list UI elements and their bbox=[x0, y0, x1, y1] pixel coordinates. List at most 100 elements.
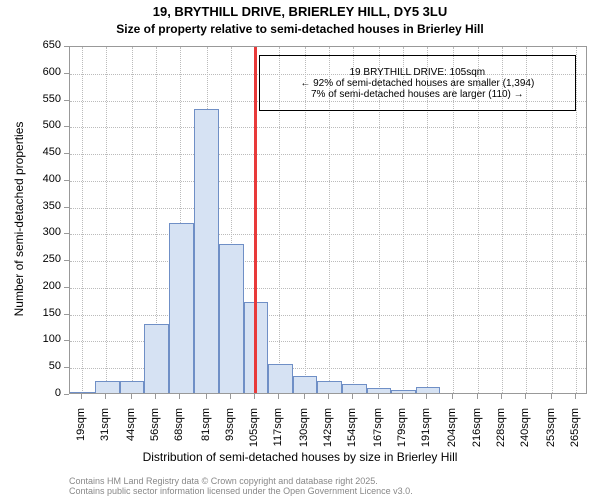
y-tick-label: 300 bbox=[0, 226, 61, 238]
histogram-bar bbox=[317, 381, 342, 393]
x-tick bbox=[81, 394, 82, 399]
x-tick bbox=[105, 394, 106, 399]
x-tick bbox=[131, 394, 132, 399]
y-tick-label: 0 bbox=[0, 387, 61, 399]
gridline-h bbox=[70, 208, 586, 209]
histogram-bar bbox=[219, 244, 244, 393]
y-tick bbox=[64, 126, 69, 127]
x-tick bbox=[525, 394, 526, 399]
y-tick-label: 400 bbox=[0, 173, 61, 185]
gridline-v bbox=[132, 47, 133, 393]
y-tick bbox=[64, 180, 69, 181]
y-tick bbox=[64, 287, 69, 288]
x-tick-label: 179sqm bbox=[396, 408, 408, 468]
x-tick-label: 253sqm bbox=[545, 408, 557, 468]
x-tick bbox=[352, 394, 353, 399]
subject-marker-line bbox=[254, 47, 257, 393]
histogram-bar bbox=[416, 387, 440, 393]
callout-line: 7% of semi-detached houses are larger (1… bbox=[266, 89, 569, 100]
x-tick bbox=[230, 394, 231, 399]
y-tick-label: 450 bbox=[0, 146, 61, 158]
x-tick-label: 216sqm bbox=[471, 408, 483, 468]
footer-text: Contains HM Land Registry data © Crown c… bbox=[69, 476, 413, 497]
x-tick bbox=[206, 394, 207, 399]
histogram-bar bbox=[120, 381, 144, 393]
x-tick-label: 191sqm bbox=[420, 408, 432, 468]
y-tick bbox=[64, 233, 69, 234]
histogram-bar bbox=[293, 376, 317, 393]
gridline-h bbox=[70, 315, 586, 316]
chart-subtitle: Size of property relative to semi-detach… bbox=[0, 22, 600, 36]
callout-line: ← 92% of semi-detached houses are smalle… bbox=[266, 78, 569, 89]
plot-area: 19 BRYTHILL DRIVE: 105sqm← 92% of semi-d… bbox=[69, 46, 587, 394]
histogram-bar bbox=[268, 364, 293, 393]
x-tick-label: 19sqm bbox=[75, 408, 87, 468]
y-tick-label: 100 bbox=[0, 333, 61, 345]
histogram-bar bbox=[95, 381, 120, 393]
histogram-bar bbox=[194, 109, 218, 393]
histogram-bar bbox=[70, 392, 95, 393]
x-tick-label: 56sqm bbox=[149, 408, 161, 468]
x-tick bbox=[278, 394, 279, 399]
x-tick-label: 68sqm bbox=[173, 408, 185, 468]
gridline-h bbox=[70, 181, 586, 182]
callout-box: 19 BRYTHILL DRIVE: 105sqm← 92% of semi-d… bbox=[259, 55, 576, 111]
gridline-h bbox=[70, 288, 586, 289]
x-tick bbox=[254, 394, 255, 399]
x-tick bbox=[402, 394, 403, 399]
y-tick-label: 50 bbox=[0, 360, 61, 372]
x-tick-label: 105sqm bbox=[248, 408, 260, 468]
callout-line: 19 BRYTHILL DRIVE: 105sqm bbox=[266, 67, 569, 78]
footer-line: Contains HM Land Registry data © Crown c… bbox=[69, 476, 413, 486]
x-tick bbox=[155, 394, 156, 399]
y-tick-label: 550 bbox=[0, 93, 61, 105]
y-tick-label: 650 bbox=[0, 39, 61, 51]
x-tick-label: 93sqm bbox=[224, 408, 236, 468]
y-tick-label: 600 bbox=[0, 66, 61, 78]
x-tick bbox=[477, 394, 478, 399]
x-tick bbox=[452, 394, 453, 399]
y-tick bbox=[64, 153, 69, 154]
y-tick bbox=[64, 100, 69, 101]
x-tick bbox=[304, 394, 305, 399]
x-tick-label: 44sqm bbox=[125, 408, 137, 468]
x-tick-label: 228sqm bbox=[495, 408, 507, 468]
gridline-v bbox=[82, 47, 83, 393]
gridline-h bbox=[70, 234, 586, 235]
x-tick-label: 130sqm bbox=[298, 408, 310, 468]
histogram-bar bbox=[367, 388, 391, 393]
x-tick-label: 142sqm bbox=[322, 408, 334, 468]
y-tick-label: 350 bbox=[0, 200, 61, 212]
gridline-v bbox=[576, 47, 577, 393]
y-tick bbox=[64, 207, 69, 208]
y-tick-label: 500 bbox=[0, 119, 61, 131]
y-tick bbox=[64, 46, 69, 47]
chart-root: 19, BRYTHILL DRIVE, BRIERLEY HILL, DY5 3… bbox=[0, 0, 600, 500]
x-tick-label: 154sqm bbox=[346, 408, 358, 468]
x-tick bbox=[179, 394, 180, 399]
x-tick-label: 31sqm bbox=[99, 408, 111, 468]
x-tick-label: 81sqm bbox=[200, 408, 212, 468]
y-tick bbox=[64, 367, 69, 368]
y-tick bbox=[64, 314, 69, 315]
x-tick-label: 204sqm bbox=[446, 408, 458, 468]
gridline-h bbox=[70, 261, 586, 262]
y-tick bbox=[64, 394, 69, 395]
x-tick bbox=[378, 394, 379, 399]
x-tick-label: 265sqm bbox=[569, 408, 581, 468]
x-tick bbox=[426, 394, 427, 399]
footer-line: Contains public sector information licen… bbox=[69, 486, 413, 496]
x-tick-label: 240sqm bbox=[519, 408, 531, 468]
histogram-bar bbox=[342, 384, 367, 393]
x-tick bbox=[575, 394, 576, 399]
chart-title: 19, BRYTHILL DRIVE, BRIERLEY HILL, DY5 3… bbox=[0, 4, 600, 19]
y-tick bbox=[64, 260, 69, 261]
histogram-bar bbox=[391, 390, 416, 393]
y-tick-label: 250 bbox=[0, 253, 61, 265]
x-tick bbox=[501, 394, 502, 399]
histogram-bar bbox=[169, 223, 194, 393]
y-tick bbox=[64, 73, 69, 74]
histogram-bar bbox=[144, 324, 169, 393]
x-tick bbox=[551, 394, 552, 399]
x-tick-label: 117sqm bbox=[272, 408, 284, 468]
